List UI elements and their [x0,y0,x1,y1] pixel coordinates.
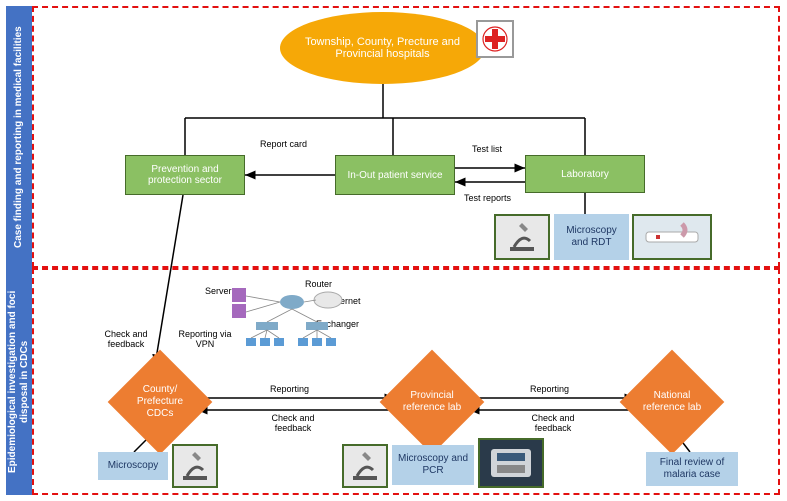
microscope-image-1 [494,214,550,260]
red-cross-icon [476,20,514,58]
county-label: County/ Prefecture CDCs [137,384,183,419]
laboratory-label: Laboratory [561,169,609,180]
laboratory-box: Laboratory [525,155,645,193]
microscopy-pcr-box: Microscopy and PCR [392,445,474,485]
national-label: National reference lab [643,390,701,413]
strip-bottom: Epidemiological investigation and foci d… [6,268,32,495]
diagram-canvas: Case finding and reporting in medical fa… [0,0,787,501]
reporting-label-1: Reporting [270,385,309,395]
microscopy1-box: Microscopy [98,452,168,480]
microscopy-rdt-box: Microscopy and RDT [554,214,629,260]
check-feedback-label-3: Check and feedback [518,414,588,434]
reporting-vpn-label: Reporting via VPN [175,330,235,350]
test-list-label: Test list [472,145,502,155]
provincial-label: Provincial reference lab [403,390,461,413]
microscopy-rdt-label: Microscopy and RDT [558,225,625,249]
hospitals-ellipse: Township, County, Precture and Provincia… [280,12,485,84]
hospitals-label: Township, County, Precture and Provincia… [290,36,475,60]
check-feedback-label-1: Check and feedback [96,330,156,350]
service-box: In-Out patient service [335,155,455,195]
prevention-box: Prevention and protection sector [125,155,245,195]
check-feedback-label-2: Check and feedback [258,414,328,434]
microscope-image-2 [172,444,218,488]
rdt-image [632,214,712,260]
microscopy1-label: Microscopy [108,460,159,472]
final-review-box: Final review of malaria case [646,452,738,486]
network-icons [228,286,368,356]
microscope-image-3 [342,444,388,488]
report-card-label: Report card [260,140,307,150]
reporting-label-2: Reporting [530,385,569,395]
microscopy-pcr-label: Microscopy and PCR [396,453,470,477]
pcr-machine-image [478,438,544,488]
prevention-label: Prevention and protection sector [130,164,240,186]
final-review-label: Final review of malaria case [650,457,734,481]
service-label: In-Out patient service [347,170,442,181]
strip-top: Case finding and reporting in medical fa… [6,6,32,268]
test-reports-label: Test reports [464,194,511,204]
